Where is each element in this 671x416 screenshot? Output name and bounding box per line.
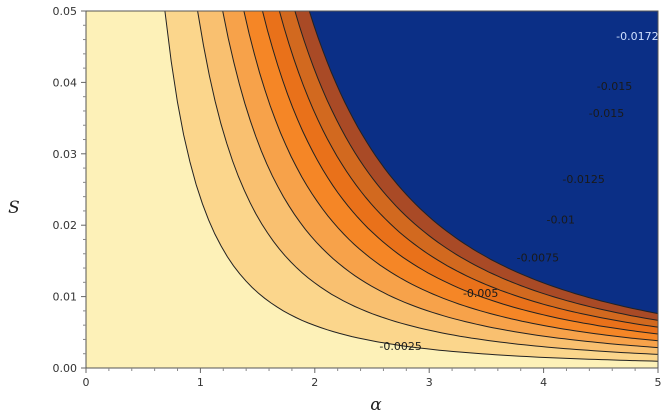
contour-line-7 xyxy=(294,11,658,321)
contour-line-8 xyxy=(308,11,658,315)
contour-line-1 xyxy=(164,11,658,362)
x-tick-label-3: 3 xyxy=(426,376,433,389)
y-tick-label-2: 0.02 xyxy=(53,219,78,232)
plot-border xyxy=(85,10,659,369)
y-tick-label-0: 0.00 xyxy=(53,362,78,375)
contour-label-8: -0.0172 xyxy=(616,30,658,43)
contour-fills xyxy=(86,11,658,368)
x-tick-label-1: 1 xyxy=(197,376,204,389)
contour-line-3 xyxy=(222,11,658,349)
contour-labels: -0.0025 -0.005 -0.0075 -0.01 -0.0125 -0.015 -0… xyxy=(379,30,658,353)
y-axis: 0.00 0.01 0.02 0.03 0.04 0.05 xyxy=(53,5,86,375)
y-axis-title: S xyxy=(8,198,20,218)
y-tick-label-4: 0.04 xyxy=(53,76,78,89)
contour-label-1: -0.0025 xyxy=(379,340,421,353)
contour-line-2 xyxy=(197,11,658,355)
contour-region-8 xyxy=(309,11,658,314)
contour-line-5 xyxy=(262,11,658,335)
y-tick-label-3: 0.03 xyxy=(53,148,78,161)
contour-label-upper: -0.015 xyxy=(597,80,632,93)
x-axis: 0 1 2 3 4 5 xyxy=(83,368,662,389)
x-tick-label-0: 0 xyxy=(83,376,90,389)
x-tick-label-4: 4 xyxy=(540,376,547,389)
contour-label-6: -0.015 xyxy=(589,107,624,120)
contour-label-5: -0.0125 xyxy=(562,173,604,186)
contour-line-6 xyxy=(278,11,658,328)
contour-lines xyxy=(164,11,658,362)
x-tick-label-2: 2 xyxy=(311,376,318,389)
contour-label-3: -0.0075 xyxy=(517,251,559,264)
x-tick-label-5: 5 xyxy=(655,376,662,389)
y-tick-label-5: 0.05 xyxy=(53,5,78,18)
y-tick-label-1: 0.01 xyxy=(53,291,78,304)
contour-label-4: -0.01 xyxy=(547,213,575,226)
plot-frame xyxy=(85,10,659,369)
contour-label-2: -0.005 xyxy=(463,287,498,300)
x-axis-title: α xyxy=(370,395,382,415)
contour-line-4 xyxy=(243,11,658,342)
